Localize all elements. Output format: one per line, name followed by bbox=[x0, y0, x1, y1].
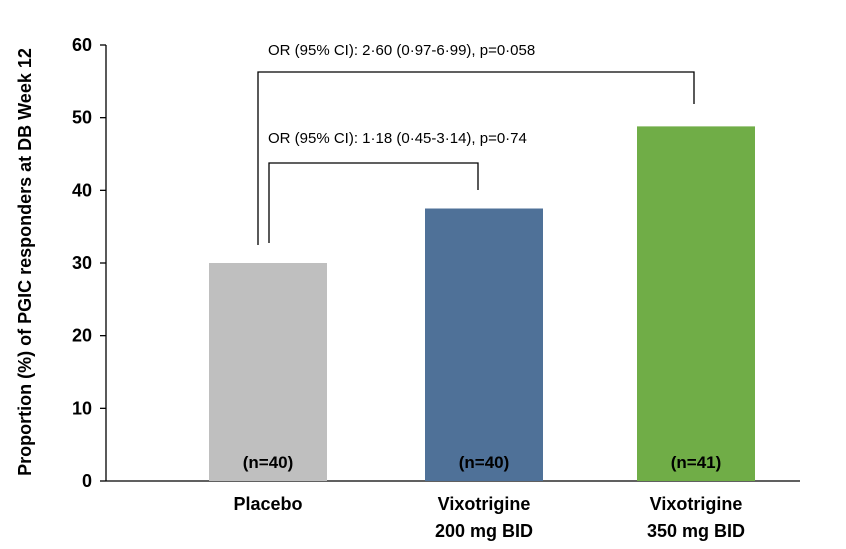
sample-size-label: (n=41) bbox=[671, 453, 722, 472]
y-tick-label: 20 bbox=[72, 326, 92, 346]
x-tick-label-line2: 200 mg BID bbox=[435, 521, 533, 541]
y-tick-label: 60 bbox=[72, 35, 92, 55]
odds-ratio-annotation: OR (95% CI): 1·18 (0·45-3·14), p=0·74 bbox=[268, 130, 527, 147]
y-tick-label: 0 bbox=[82, 471, 92, 491]
y-tick-label: 50 bbox=[72, 108, 92, 128]
y-axis-label: Proportion (%) of PGIC responders at DB … bbox=[15, 48, 35, 476]
sample-size-label: (n=40) bbox=[459, 453, 510, 472]
bar bbox=[425, 208, 543, 481]
y-tick-label: 10 bbox=[72, 398, 92, 418]
y-tick-label: 40 bbox=[72, 180, 92, 200]
bar bbox=[637, 126, 755, 482]
significance-bracket bbox=[257, 71, 695, 245]
x-tick-label: Placebo bbox=[233, 494, 302, 514]
y-tick-label: 30 bbox=[72, 253, 92, 273]
x-tick-label-line2: 350 mg BID bbox=[647, 521, 745, 541]
sample-size-label: (n=40) bbox=[243, 453, 294, 472]
x-tick-label: Vixotrigine bbox=[438, 494, 531, 514]
significance-bracket bbox=[268, 162, 479, 243]
bar bbox=[209, 263, 327, 481]
x-tick-label: Vixotrigine bbox=[650, 494, 743, 514]
odds-ratio-annotation: OR (95% CI): 2·60 (0·97-6·99), p=0·058 bbox=[268, 42, 535, 59]
